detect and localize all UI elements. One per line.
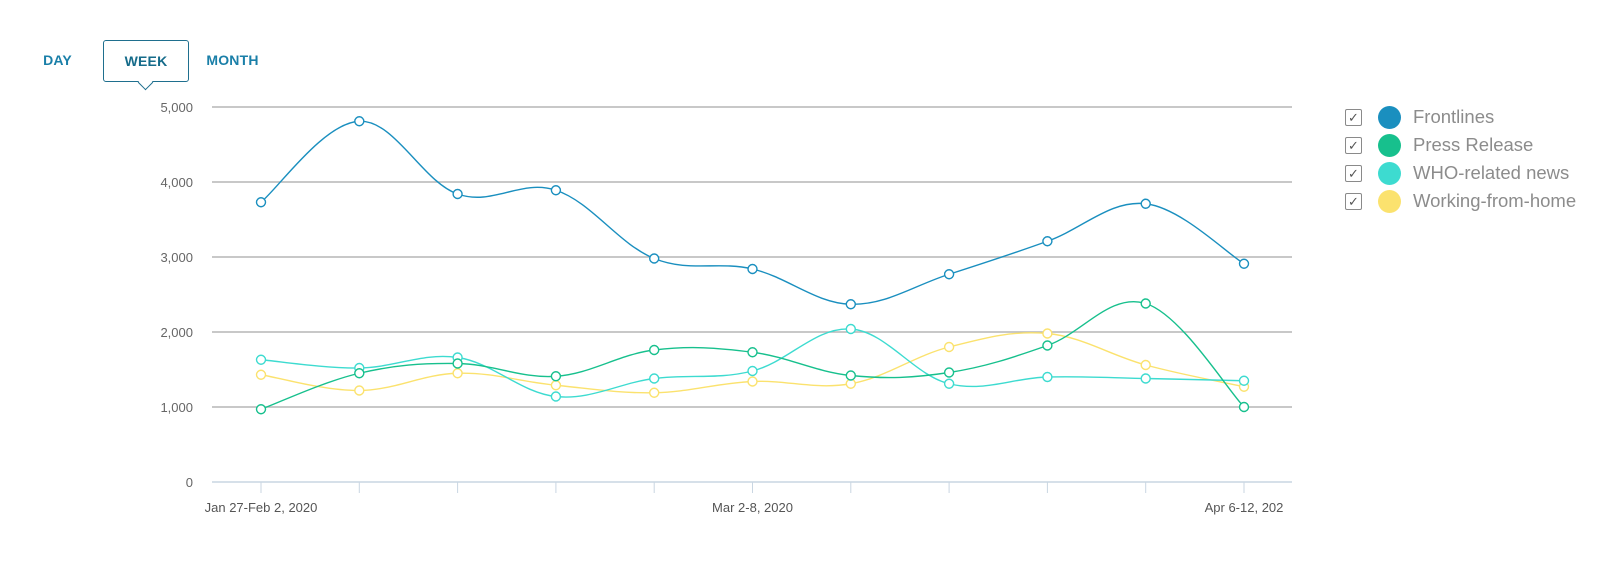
data-point — [1140, 198, 1151, 209]
checkmark-icon[interactable]: ✓ — [1345, 137, 1362, 154]
data-point — [747, 347, 758, 358]
series-color-dot — [1378, 190, 1401, 213]
y-tick-label: 2,000 — [160, 325, 193, 340]
data-point — [452, 368, 463, 379]
chart-legend: ✓ Frontlines ✓ Press Release ✓ WHO-relat… — [1345, 104, 1605, 216]
time-range-tabs: DAY WEEK MONTH — [0, 0, 300, 100]
data-point — [943, 367, 955, 378]
data-point — [747, 365, 758, 377]
tab-week[interactable]: WEEK — [103, 40, 189, 82]
data-point — [550, 371, 562, 382]
data-point — [452, 358, 463, 369]
series-line — [260, 328, 1245, 398]
x-tick-label: Mar 2-8, 2020 — [712, 500, 793, 515]
legend-label: Working-from-home — [1413, 190, 1577, 211]
y-tick-label: 5,000 — [160, 100, 193, 115]
y-tick-label: 1,000 — [160, 400, 193, 415]
data-point — [649, 344, 660, 356]
series-color-dot — [1378, 106, 1401, 129]
data-point — [845, 370, 856, 381]
line-chart: 0 1,000 2,000 3,000 4,000 5,000 Jan 27-Feb 2, … — [160, 100, 1292, 515]
series-line — [260, 301, 1245, 410]
series-line — [260, 120, 1245, 305]
tab-day[interactable]: DAY — [43, 52, 72, 68]
legend-item-who-related-news[interactable]: ✓ WHO-related news — [1345, 160, 1605, 188]
data-point — [747, 376, 758, 387]
data-point — [1140, 359, 1151, 371]
data-point — [845, 299, 856, 310]
data-point — [943, 269, 955, 280]
y-tick-label: 0 — [186, 475, 193, 490]
legend-label: WHO-related news — [1413, 162, 1570, 183]
data-point — [550, 380, 562, 391]
data-point — [1042, 371, 1053, 383]
data-point — [255, 197, 267, 208]
data-point — [354, 116, 365, 127]
checkmark-icon[interactable]: ✓ — [1345, 109, 1362, 126]
data-point — [845, 323, 856, 335]
data-point — [649, 373, 660, 384]
data-point — [649, 253, 660, 264]
series-color-dot — [1378, 162, 1401, 185]
data-point — [550, 391, 562, 402]
data-point — [1042, 236, 1053, 247]
legend-item-frontlines[interactable]: ✓ Frontlines — [1345, 104, 1605, 132]
data-point — [354, 368, 365, 379]
x-tick-label: Jan 27-Feb 2, 2020 — [205, 500, 318, 515]
legend-item-press-release[interactable]: ✓ Press Release — [1345, 132, 1605, 160]
y-tick-label: 4,000 — [160, 175, 193, 190]
x-tick-label: Apr 6-12, 202 — [1205, 500, 1284, 515]
data-point — [747, 263, 758, 275]
data-point — [1140, 373, 1151, 384]
data-point — [1238, 258, 1250, 269]
checkmark-icon[interactable]: ✓ — [1345, 165, 1362, 182]
y-tick-label: 3,000 — [160, 250, 193, 265]
legend-label: Frontlines — [1413, 106, 1495, 127]
data-point — [1238, 401, 1250, 413]
data-point — [943, 378, 955, 389]
tab-month[interactable]: MONTH — [206, 52, 259, 68]
data-point — [452, 188, 463, 200]
data-point — [255, 404, 267, 415]
series-color-dot — [1378, 134, 1401, 157]
data-point — [1238, 375, 1250, 386]
data-point — [943, 341, 955, 353]
data-point — [550, 185, 562, 196]
data-point — [649, 387, 660, 398]
data-point — [1042, 340, 1053, 351]
legend-item-working-from-home[interactable]: ✓ Working-from-home — [1345, 188, 1605, 216]
data-point — [354, 385, 365, 396]
data-point — [255, 354, 267, 365]
data-point — [1140, 298, 1151, 309]
checkmark-icon[interactable]: ✓ — [1345, 193, 1362, 210]
data-point — [255, 369, 267, 380]
data-point — [1042, 328, 1053, 339]
legend-label: Press Release — [1413, 134, 1534, 155]
